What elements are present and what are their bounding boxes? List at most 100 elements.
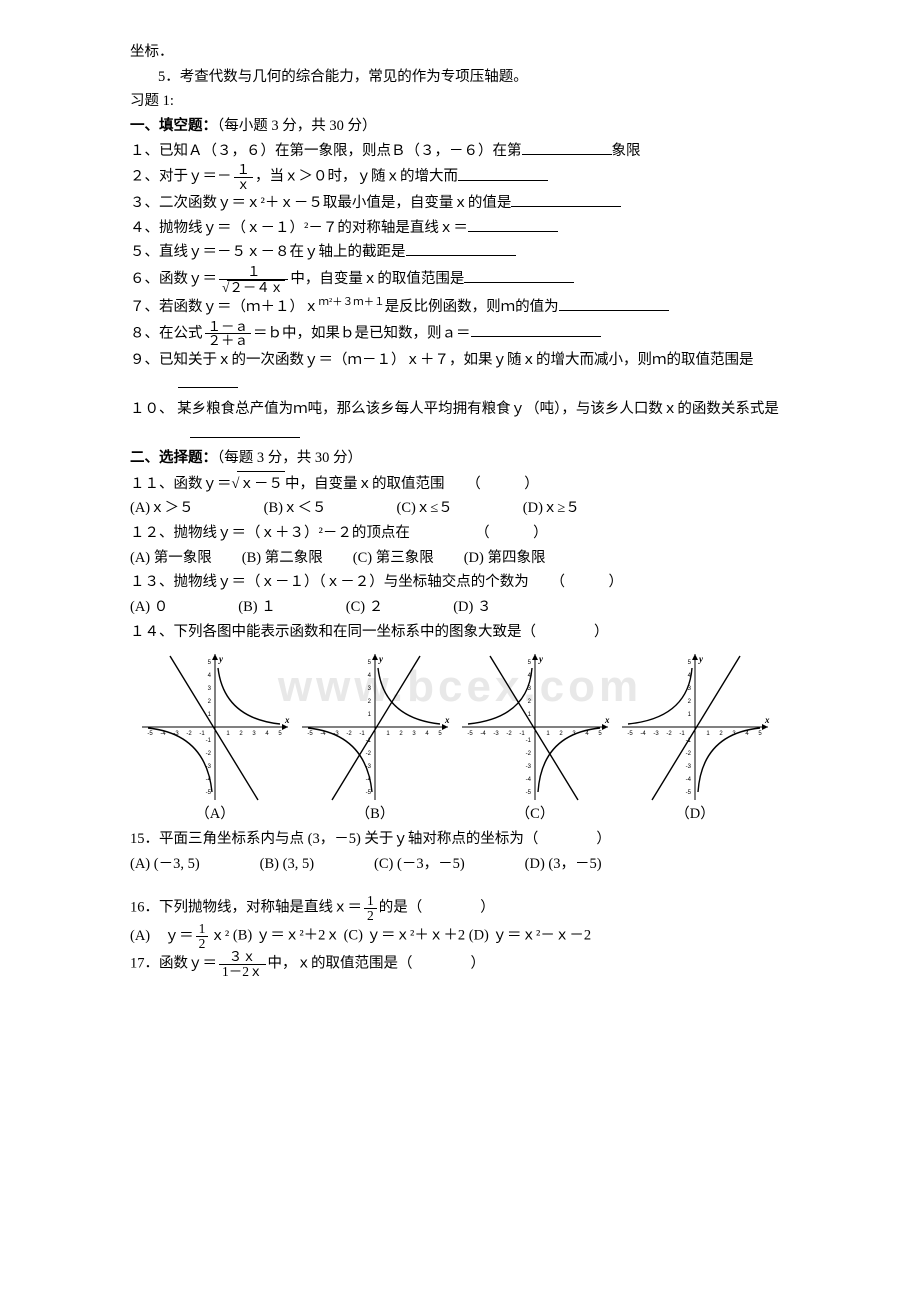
question-7: ７、若函数ｙ＝（ｍ＋１）ｘｍ²＋３ｍ＋１是反比例函数，则ｍ的值为: [130, 294, 795, 319]
svg-text:5: 5: [438, 731, 442, 737]
question-15: 15．平面三角坐标系内与点 (3，－5) 关于ｙ轴对称点的坐标为（ ）: [130, 827, 795, 852]
svg-text:1: 1: [546, 731, 550, 737]
svg-text:-4: -4: [686, 777, 692, 783]
svg-text:-5: -5: [307, 731, 313, 737]
svg-text:5: 5: [688, 660, 692, 666]
svg-text:4: 4: [745, 731, 749, 737]
svg-text:4: 4: [368, 673, 372, 679]
choice-13-c: (C) ２: [346, 595, 383, 620]
choice-13-a: (A) ０: [130, 595, 168, 620]
svg-text:-2: -2: [346, 731, 352, 737]
question-11: １１、函数ｙ＝√ｘ－５中，自变量ｘ的取值范围 （ ）: [130, 471, 795, 497]
svg-text:-4: -4: [526, 777, 532, 783]
svg-text:2: 2: [528, 699, 532, 705]
section-1-title: 一、填空题：: [130, 118, 217, 134]
svg-text:2: 2: [399, 731, 403, 737]
svg-text:-2: -2: [526, 751, 532, 757]
svg-text:x: x: [764, 715, 770, 725]
section-1-header: 一、填空题：（每小题 3 分，共 30 分）: [130, 114, 795, 139]
chart-c: -5-4-3-2-112345-5-4-3-2-112345xy: [460, 652, 610, 802]
svg-text:-1: -1: [519, 731, 525, 737]
choice-12-b: (B) 第二象限: [242, 546, 323, 571]
section-2-header: 二、选择题：（每题 3 分，共 30 分）: [130, 446, 795, 471]
svg-text:-3: -3: [686, 764, 692, 770]
choice-11-c: (C)ｘ≤５: [396, 496, 452, 521]
svg-text:-2: -2: [666, 731, 672, 737]
chart-d: -5-4-3-2-112345-5-4-3-2-112345xy: [620, 652, 770, 802]
chart-label-d: （D）: [620, 802, 770, 827]
svg-text:y: y: [538, 654, 544, 664]
chart-label-c: （C）: [460, 802, 610, 827]
svg-text:-5: -5: [206, 790, 212, 796]
svg-text:-5: -5: [686, 790, 692, 796]
choice-12-c: (C) 第三象限: [353, 546, 434, 571]
choice-16-d: (D) ｙ＝ｘ²－ｘ－2: [469, 928, 591, 944]
chart-label-b: （B）: [300, 802, 450, 827]
question-9: ９、已知关于ｘ的一次函数ｙ＝（ｍ－１）ｘ＋７，如果ｙ随ｘ的增大而减小，则ｍ的取值…: [130, 348, 795, 397]
question-16: 16．下列抛物线，对称轴是直线ｘ＝12的是（ ）: [130, 894, 795, 922]
choices-12: (A) 第一象限 (B) 第二象限 (C) 第三象限 (D) 第四象限: [130, 546, 795, 571]
svg-text:4: 4: [265, 731, 269, 737]
svg-text:-2: -2: [206, 751, 212, 757]
svg-text:-1: -1: [199, 731, 205, 737]
svg-text:-5: -5: [526, 790, 532, 796]
choices-15: (A) (－3, 5) (B) (3, 5) (C) (－3，－5) (D) (…: [130, 852, 795, 877]
choice-12-d: (D) 第四象限: [464, 546, 546, 571]
question-6: ６、函数ｙ＝１√２－４ｘ中，自变量ｘ的取值范围是: [130, 265, 795, 294]
chart-b: -5-4-3-2-112345-5-4-3-2-112345xy: [300, 652, 450, 802]
question-3: ３、二次函数ｙ＝ｘ²＋ｘ－５取最小值是，自变量ｘ的值是: [130, 191, 795, 216]
svg-text:1: 1: [368, 712, 372, 718]
svg-text:2: 2: [559, 731, 563, 737]
section-1-note: （每小题 3 分，共 30 分）: [217, 118, 377, 134]
choices-16: (A) ｙ＝12ｘ² (B) ｙ＝ｘ²＋2ｘ (C) ｙ＝ｘ²＋ｘ＋2 (D) …: [130, 922, 795, 950]
svg-text:1: 1: [688, 712, 692, 718]
svg-text:1: 1: [706, 731, 710, 737]
question-12: １２、抛物线ｙ＝（ｘ＋３）²－２的顶点在 （ ）: [130, 521, 795, 546]
svg-text:-1: -1: [359, 731, 365, 737]
choice-11-d: (D)ｘ≥５: [523, 496, 580, 521]
svg-text:-3: -3: [526, 764, 532, 770]
svg-text:1: 1: [386, 731, 390, 737]
svg-text:1: 1: [226, 731, 230, 737]
svg-text:y: y: [218, 654, 224, 664]
section-2-note: （每题 3 分，共 30 分）: [217, 450, 362, 466]
svg-text:-3: -3: [653, 731, 659, 737]
chart-labels: （A） （B） （C） （D）: [140, 802, 795, 827]
svg-text:y: y: [378, 654, 384, 664]
svg-text:3: 3: [252, 731, 256, 737]
svg-text:1: 1: [528, 712, 532, 718]
choice-13-b: (B) １: [238, 595, 275, 620]
section-2-title: 二、选择题：: [130, 450, 217, 466]
svg-text:4: 4: [585, 731, 589, 737]
svg-text:-4: -4: [480, 731, 486, 737]
choice-15-c: (C) (－3，－5): [374, 852, 465, 877]
svg-text:-2: -2: [366, 751, 372, 757]
svg-text:-3: -3: [493, 731, 499, 737]
svg-text:-5: -5: [627, 731, 633, 737]
svg-text:3: 3: [412, 731, 416, 737]
question-4: ４、抛物线ｙ＝（ｘ－１）²－７的对称轴是直线ｘ＝: [130, 216, 795, 241]
svg-text:5: 5: [368, 660, 372, 666]
svg-text:1: 1: [208, 712, 212, 718]
svg-text:-5: -5: [147, 731, 153, 737]
question-8: ８、在公式１－ａ２＋ａ＝ｂ中，如果ｂ是已知数，则ａ＝: [130, 320, 795, 348]
svg-text:5: 5: [528, 660, 532, 666]
choice-15-d: (D) (3，－5): [525, 852, 602, 877]
question-10: １０、 某乡粮食总产值为ｍ吨，那么该乡每人平均拥有粮食ｙ（吨），与该乡人口数ｘ的…: [130, 397, 795, 446]
svg-text:-2: -2: [686, 751, 692, 757]
svg-text:x: x: [604, 715, 610, 725]
question-17: 17．函数ｙ＝３ｘ1－2ｘ中，ｘ的取值范围是（ ）: [130, 950, 795, 978]
svg-text:2: 2: [368, 699, 372, 705]
svg-text:4: 4: [425, 731, 429, 737]
question-1: １、已知Ａ（３，６）在第一象限，则点Ｂ（３，－６）在第象限: [130, 139, 795, 164]
choice-13-d: (D) ３: [453, 595, 491, 620]
svg-text:x: x: [284, 715, 290, 725]
chart-label-a: （A）: [140, 802, 290, 827]
svg-text:5: 5: [758, 731, 762, 737]
svg-text:-4: -4: [640, 731, 646, 737]
svg-text:-5: -5: [467, 731, 473, 737]
svg-text:-2: -2: [186, 731, 192, 737]
svg-text:-5: -5: [366, 790, 372, 796]
svg-text:2: 2: [688, 699, 692, 705]
intro-line2: 5．考查代数与几何的综合能力，常见的作为专项压轴题。: [130, 65, 795, 90]
